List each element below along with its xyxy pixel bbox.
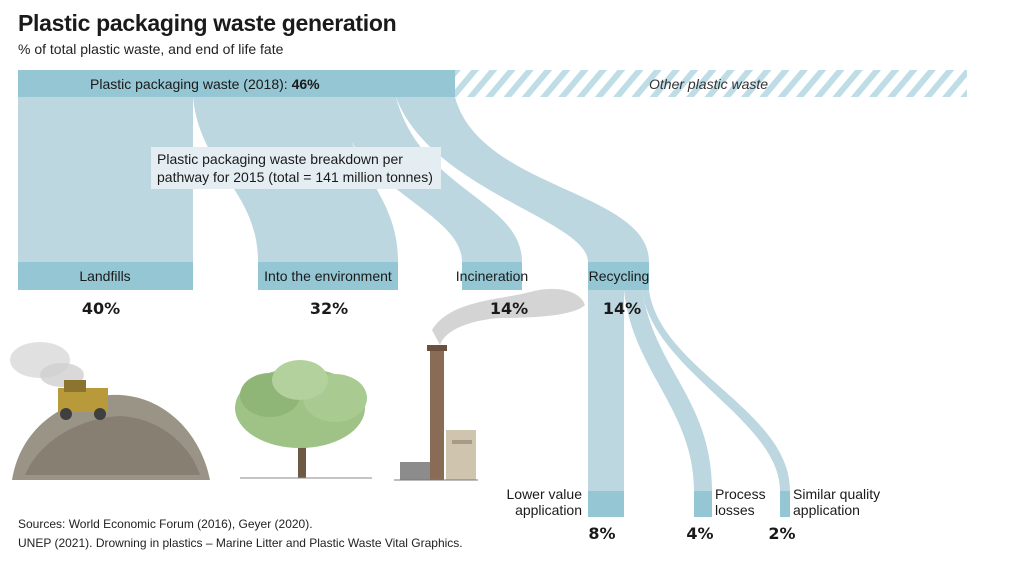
process-losses-value: 4% (686, 524, 713, 543)
incinerator-illustration (394, 288, 585, 481)
recycling-bar (588, 262, 649, 290)
flow-process-losses (624, 290, 712, 491)
lower-value-value: 8% (588, 524, 615, 543)
landfills-value: 40% (82, 299, 120, 318)
other-waste-bar (455, 70, 967, 97)
sources-line2: UNEP (2021). Drowning in plastics – Mari… (18, 536, 463, 550)
sources: Sources: World Economic Forum (2016), Ge… (18, 515, 463, 553)
environment-bar (258, 262, 398, 290)
flow-landfills (18, 97, 193, 262)
lower-value-label-1: Lower value (507, 486, 583, 502)
incineration-value: 14% (490, 299, 528, 318)
similar-quality-bar (780, 491, 790, 517)
other-waste-label: Other plastic waste (649, 76, 768, 92)
info-box-line1: Plastic packaging waste breakdown per (157, 151, 403, 167)
recycling-value: 14% (603, 299, 641, 318)
similar-quality-value: 2% (768, 524, 795, 543)
process-losses-label-1: Process (715, 486, 766, 502)
page-title: Plastic packaging waste generation (18, 10, 397, 36)
landfill-illustration (10, 342, 210, 480)
process-losses-label-2: losses (715, 502, 755, 518)
packaging-waste-label: Plastic packaging waste (2018): 46% (90, 76, 320, 92)
similar-quality-label-1: Similar quality (793, 486, 880, 502)
info-box-line2: pathway for 2015 (total = 141 million to… (157, 169, 433, 185)
page-subtitle: % of total plastic waste, and end of lif… (18, 41, 284, 57)
recycling-label: Recycling (589, 268, 650, 284)
lower-value-bar (588, 491, 624, 517)
tree-illustration (235, 360, 372, 479)
flow-similar-quality (642, 290, 790, 491)
similar-quality-label-2: application (793, 502, 860, 518)
incineration-bar (462, 262, 522, 290)
process-losses-bar (694, 491, 712, 517)
environment-value: 32% (310, 299, 348, 318)
flow-lower-value (588, 290, 624, 491)
packaging-waste-value: 46% (292, 76, 321, 92)
landfills-label: Landfills (79, 268, 130, 284)
sources-line1: Sources: World Economic Forum (2016), Ge… (18, 517, 313, 531)
landfills-bar (18, 262, 193, 290)
flow-recycling (396, 97, 649, 262)
environment-label: Into the environment (264, 268, 392, 284)
incineration-label: Incineration (456, 268, 528, 284)
lower-value-label-2: application (515, 502, 582, 518)
info-box (151, 147, 441, 189)
packaging-waste-bar (18, 70, 455, 97)
